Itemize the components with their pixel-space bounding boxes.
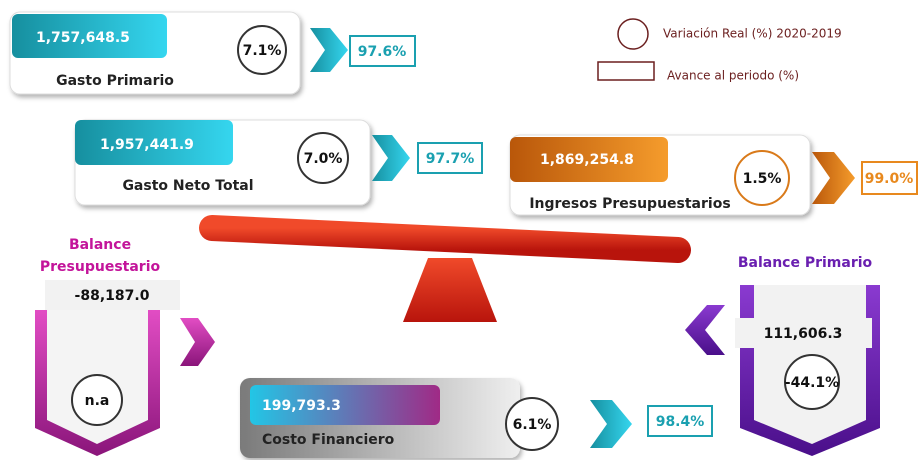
balance-title: Balance Presupuestario <box>25 234 175 278</box>
legend-variation: Variación Real (%) 2020-2019 <box>663 27 842 41</box>
variation: -44.1% <box>785 375 839 391</box>
value: 1,757,648.5 <box>36 30 130 46</box>
progress: 99.0% <box>865 171 914 187</box>
progress: 97.7% <box>426 151 475 167</box>
balance-title-box: Balance Presupuestario <box>25 234 175 282</box>
legend-progress: Avance al periodo (%) <box>667 69 799 83</box>
legend-circle <box>618 19 648 49</box>
value: 111,606.3 <box>764 326 843 342</box>
progress: 98.4% <box>656 414 705 430</box>
value: 1,869,254.8 <box>540 152 634 168</box>
seesaw-base <box>403 258 497 322</box>
legend-rect <box>598 62 654 80</box>
balance-title: Balance Primario <box>738 255 873 271</box>
seesaw-beam <box>212 228 678 250</box>
chevron <box>812 152 855 204</box>
value: -88,187.0 <box>75 288 150 304</box>
variation: 6.1% <box>513 417 552 433</box>
progress: 97.6% <box>358 44 407 60</box>
card-title: Gasto Primario <box>56 73 174 89</box>
variation: 7.0% <box>304 151 343 167</box>
chevron <box>590 400 632 448</box>
variation: n.a <box>85 393 110 409</box>
chevron <box>180 318 215 366</box>
variation: 7.1% <box>243 43 282 59</box>
card-title: Gasto Neto Total <box>122 178 253 194</box>
chevron <box>310 28 348 72</box>
value: 199,793.3 <box>262 398 341 414</box>
variation: 1.5% <box>743 171 782 187</box>
card-title: Ingresos Presupuestarios <box>529 196 730 212</box>
infographic: Variación Real (%) 2020-2019 Avance al p… <box>0 0 920 460</box>
page: {"legend": {"variation": "Variación Real… <box>0 0 920 460</box>
chevron <box>372 135 410 181</box>
card-title: Costo Financiero <box>262 432 395 448</box>
chevron <box>685 305 725 355</box>
value: 1,957,441.9 <box>100 137 194 153</box>
